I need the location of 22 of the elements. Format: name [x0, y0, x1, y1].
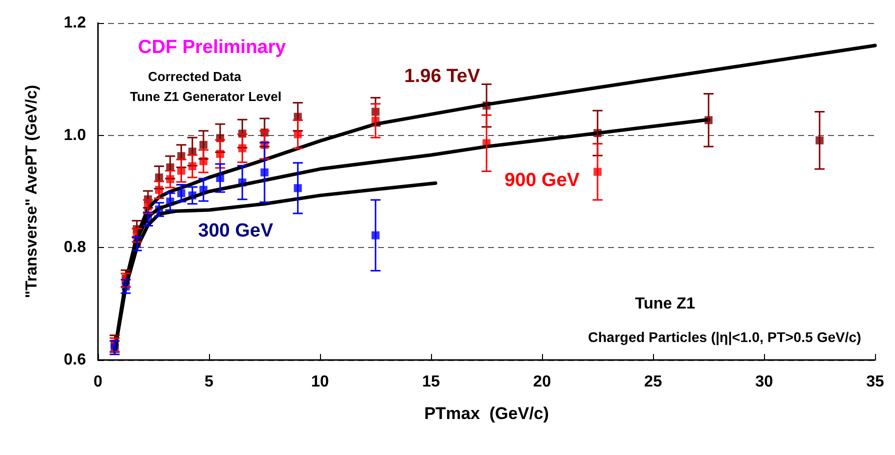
x-tick-label: 35: [866, 374, 884, 390]
series-label: 300 GeV: [198, 220, 274, 242]
x-tick-label: 0: [94, 374, 103, 390]
annotation: Tune Z1: [635, 296, 696, 312]
annotation: Charged Particles (|η|<1.0, PT>0.5 GeV/c): [588, 329, 862, 346]
y-tick-label: 0.8: [64, 239, 86, 256]
annotation: Corrected Data: [148, 69, 242, 84]
x-tick-label: 25: [644, 374, 662, 390]
series-label: 900 GeV: [504, 170, 580, 191]
x-axis-title: PTmax (GeV/c): [424, 404, 549, 423]
annotation: CDF Preliminary: [138, 37, 286, 58]
x-tick-label: 15: [422, 374, 440, 390]
x-tick-label: 30: [755, 374, 774, 390]
annotation: Tune Z1 Generator Level: [130, 89, 282, 104]
series-label: 1.96 TeV: [404, 66, 480, 87]
x-tick-label: 5: [204, 374, 214, 390]
x-tick-label: 10: [311, 374, 330, 390]
y-axis-title: "Transverse" AvePT (GeV/c): [24, 84, 40, 298]
y-tick-label: 0.6: [64, 352, 86, 368]
x-tick-label: 20: [533, 374, 552, 390]
y-tick-label: 1.0: [64, 126, 86, 144]
y-tick-label: 1.2: [64, 14, 86, 32]
